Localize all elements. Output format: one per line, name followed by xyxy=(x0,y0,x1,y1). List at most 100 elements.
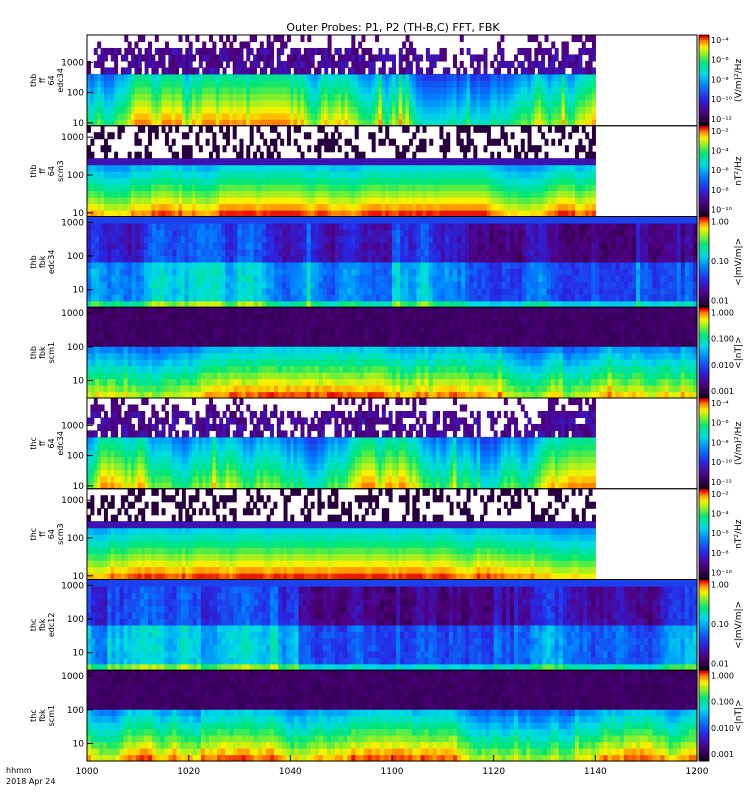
spectrogram-cell xyxy=(222,47,227,56)
spectrogram-cell xyxy=(558,67,563,75)
spectrogram-cell xyxy=(375,190,380,198)
spectrogram-cell xyxy=(322,274,328,282)
spectrogram-cell xyxy=(259,67,264,75)
spectrogram-cell xyxy=(439,158,444,166)
spectrogram-cell xyxy=(364,106,369,114)
spectrogram-cell xyxy=(300,210,305,218)
spectrogram-cell xyxy=(419,164,424,172)
colorbar-step xyxy=(699,209,709,213)
spectrogram-cell xyxy=(209,222,214,231)
spectrogram-cell xyxy=(530,184,535,192)
spectrogram-cell xyxy=(168,171,173,179)
spectrogram-cell xyxy=(354,145,359,153)
spectrogram-cell xyxy=(385,112,390,120)
spectrogram-cell xyxy=(232,99,237,107)
spectrogram-cell xyxy=(466,125,471,133)
spectrogram-cell xyxy=(588,177,593,185)
spectrogram-cell xyxy=(537,158,542,166)
spectrogram-cell xyxy=(93,73,98,81)
spectrogram-cell xyxy=(568,197,573,205)
spectrogram-cell xyxy=(134,93,139,101)
spectrogram-cell xyxy=(168,281,173,289)
spectrogram-cell xyxy=(127,177,132,185)
spectrogram-cell xyxy=(493,164,498,172)
spectrogram-cell xyxy=(503,106,508,114)
spectrogram-cell xyxy=(351,119,356,127)
spectrogram-cell xyxy=(581,125,586,133)
spectrogram-cell xyxy=(507,112,512,120)
spectrogram-cell xyxy=(297,190,302,198)
spectrogram-cell xyxy=(507,60,512,69)
spectrogram-cell xyxy=(463,99,468,107)
spectrogram-cell xyxy=(361,35,366,43)
spectrogram-cell xyxy=(225,281,230,289)
spectrogram-cell xyxy=(493,274,499,282)
spectrogram-cell xyxy=(522,235,527,244)
spectrogram-cell xyxy=(123,268,129,276)
spectrogram-cell xyxy=(164,242,169,250)
spectrogram-cell xyxy=(297,158,302,166)
spectrogram-cell xyxy=(493,177,498,185)
spectrogram-cell xyxy=(497,177,502,185)
spectrogram-cell xyxy=(241,216,247,224)
spectrogram-cell xyxy=(280,164,285,172)
spectrogram-cell xyxy=(87,106,91,114)
spectrogram-cell xyxy=(483,47,488,56)
spectrogram-cell xyxy=(428,281,434,289)
spectrogram-cell xyxy=(331,235,336,244)
spectrogram-cell xyxy=(120,99,125,107)
spectrogram-cell xyxy=(87,164,91,172)
spectrogram-cell xyxy=(469,287,474,295)
spectrogram-cell xyxy=(561,171,566,179)
spectrogram-cell xyxy=(320,138,325,146)
spectrogram-cell xyxy=(266,35,271,43)
spectrogram-cell xyxy=(324,203,329,211)
spectrogram-cell xyxy=(402,54,407,62)
spectrogram-cell xyxy=(297,177,302,185)
spectrogram-cell xyxy=(290,54,295,62)
spectrogram-cell xyxy=(172,300,178,308)
spectrogram-cell xyxy=(143,274,149,282)
spectrogram-cell xyxy=(303,177,308,185)
spectrogram-cell xyxy=(404,216,409,224)
spectrogram-cell xyxy=(363,255,369,263)
spectrogram-cell xyxy=(93,112,98,120)
spectrogram-cell xyxy=(178,210,183,218)
spectrogram-cell xyxy=(358,41,363,49)
spectrogram-cell xyxy=(236,106,241,114)
spectrogram-cell xyxy=(259,93,264,101)
spectrogram-cell xyxy=(178,158,183,166)
spectrogram-cell xyxy=(473,248,478,256)
spectrogram-cell xyxy=(202,86,207,94)
spectrogram-cell xyxy=(195,35,200,43)
spectrogram-cell xyxy=(115,255,121,263)
spectrogram-cell xyxy=(327,47,332,56)
spectrogram-cell xyxy=(327,99,332,107)
spectrogram-cell xyxy=(242,73,247,81)
spectrogram-cell xyxy=(534,216,539,224)
spectrogram-cell xyxy=(180,229,186,237)
spectrogram-cell xyxy=(448,229,454,237)
spectrogram-cell xyxy=(151,119,156,127)
spectrogram-cell xyxy=(571,158,576,166)
spectrogram-cell xyxy=(263,93,268,101)
spectrogram-cell xyxy=(270,235,275,244)
spectrogram-cell xyxy=(195,164,200,172)
spectrogram-cell xyxy=(107,268,112,276)
spectrogram-cell xyxy=(331,60,335,69)
spectrogram-cell xyxy=(520,190,525,198)
spectrogram-cell xyxy=(205,125,210,133)
spectrogram-cell xyxy=(143,294,149,302)
spectrogram-cell xyxy=(477,222,483,231)
spectrogram-cell xyxy=(213,287,218,295)
spectrogram-cell xyxy=(517,177,522,185)
spectrogram-cell xyxy=(530,222,535,231)
spectrogram-cell xyxy=(453,54,457,62)
spectrogram-cell xyxy=(518,261,523,269)
spectrogram-cell xyxy=(507,80,512,88)
spectrogram-cell xyxy=(158,80,163,88)
spectrogram-cell xyxy=(354,184,359,192)
spectrogram-cell xyxy=(103,190,108,198)
spectrogram-cell xyxy=(527,67,532,75)
